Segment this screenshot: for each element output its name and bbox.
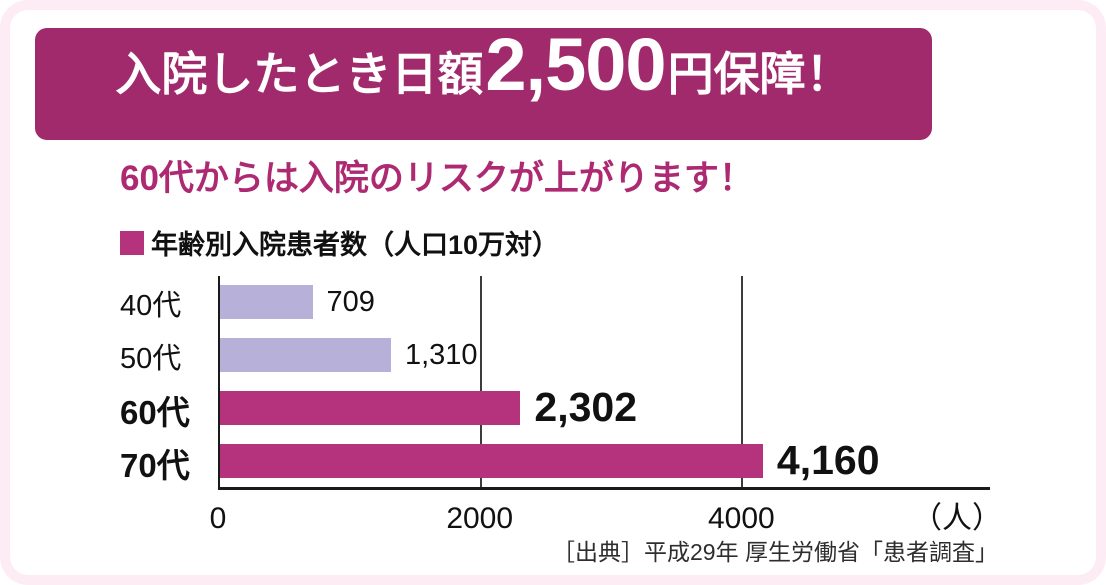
category-label: 40代 — [120, 289, 182, 322]
bar-value: 2,302 — [534, 384, 638, 431]
chart-legend: 年齢別入院患者数（人口10万対） — [120, 223, 559, 262]
category-labels: 40代 50代 60代 70代 — [120, 276, 218, 490]
gridline — [480, 276, 483, 487]
gridline — [741, 276, 744, 487]
bar-row: 709 — [220, 276, 990, 329]
bar-value: 709 — [326, 285, 375, 318]
banner-text-before: 入院したとき日額 — [115, 48, 484, 100]
bar-value: 1,310 — [404, 338, 478, 371]
bar-rows: 709 1,310 2,302 4,160 — [220, 276, 990, 487]
plot-area: 709 1,310 2,302 4,160 — [218, 276, 990, 490]
x-tick-label: 2000 — [446, 502, 514, 535]
x-tick-label: 4000 — [708, 502, 775, 535]
bar-row: 1,310 — [220, 329, 990, 382]
banner: 入院したとき日額 2,500 円保障！ — [35, 28, 932, 140]
x-tick-label: 0 — [209, 502, 227, 535]
bar — [220, 390, 521, 425]
category-label: 50代 — [120, 343, 182, 376]
gridlines — [220, 276, 990, 487]
bar — [220, 443, 763, 478]
banner-amount: 2,500 — [485, 23, 666, 106]
x-axis-labels: （人） 0 2000 4000 — [210, 496, 1002, 540]
content-card: 入院したとき日額 2,500 円保障！ 60代からは入院のリスクが上がります！ … — [10, 10, 1096, 575]
legend-marker-square — [120, 230, 144, 255]
bar-value: 4,160 — [776, 437, 880, 484]
subtitle: 60代からは入院のリスクが上がります！ — [120, 159, 754, 198]
bar — [220, 285, 313, 320]
axis-unit-label: （人） — [912, 502, 1002, 535]
chart-title: 年齢別入院患者数（人口10万対） — [151, 230, 560, 260]
source-note: ［出典］平成29年 厚生労働省「患者調査」 — [552, 539, 998, 565]
bar-chart: 40代 50代 60代 70代 709 1,310 2,302 4,160 （人） 0 200… — [120, 272, 1002, 542]
category-label: 70代 — [120, 447, 190, 485]
bar-row: 4,160 — [220, 434, 990, 487]
bar-row: 2,302 — [220, 382, 990, 435]
bar — [220, 338, 391, 373]
banner-text-after: 円保障！ — [667, 48, 852, 100]
category-label: 60代 — [120, 393, 190, 431]
